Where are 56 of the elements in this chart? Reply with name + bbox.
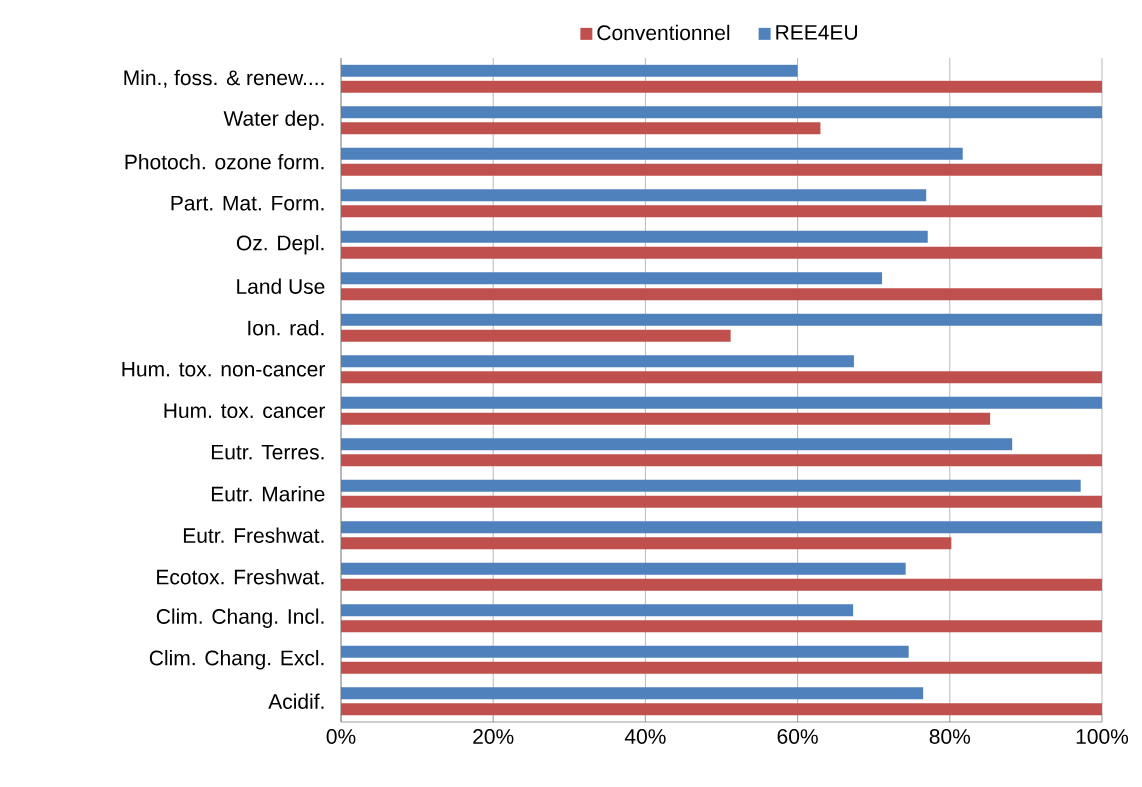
bar	[341, 687, 924, 700]
x-tick-label: 40%	[624, 729, 666, 744]
bar	[341, 703, 1102, 716]
y-tick-label: Clim. Chang. Incl.	[156, 608, 324, 629]
y-tick-label: Ecotox. Freshwat.	[157, 569, 324, 585]
bar	[341, 189, 927, 202]
x-tick-label: 20%	[473, 729, 514, 744]
bar	[341, 64, 798, 77]
bar	[341, 537, 952, 550]
bar	[341, 479, 1081, 492]
y-tick-label: Oz. Depl.	[236, 234, 324, 255]
bar	[341, 272, 883, 285]
bar	[341, 438, 1013, 451]
bar	[341, 371, 1102, 384]
bar	[341, 578, 1102, 591]
y-tick-label: Hum. tox. non-cancer	[122, 361, 326, 377]
bar	[341, 412, 991, 425]
bar	[341, 288, 1102, 301]
y-tick-label: Eutr. Freshwat.	[183, 527, 324, 543]
y-tick-label: Part. Mat. Form.	[171, 195, 324, 211]
bar	[341, 661, 1102, 674]
y-tick-label: Ion. rad.	[248, 320, 324, 336]
bar	[341, 80, 1102, 93]
bar	[341, 521, 1102, 534]
x-tick-label: 60%	[777, 729, 818, 744]
y-tick-label: Photoch. ozone form.	[125, 154, 324, 170]
bar	[341, 205, 1102, 218]
bar	[341, 396, 1102, 409]
y-tick-label: Acidif.	[268, 693, 324, 709]
y-tick-label: Clim. Chang. Excl.	[149, 649, 324, 670]
bar	[341, 495, 1102, 508]
bar	[341, 230, 928, 243]
x-tick-label: 80%	[929, 729, 971, 744]
bar	[341, 604, 854, 617]
x-tick-label: 0%	[326, 729, 356, 744]
bar	[341, 147, 963, 160]
bar	[341, 106, 1102, 119]
bar	[341, 246, 1102, 259]
bar	[341, 313, 1102, 326]
y-tick-label: Hum. tox. cancer	[164, 403, 326, 419]
legend-label: Conventionnel	[597, 24, 730, 41]
x-tick-label: 100%	[1076, 729, 1129, 744]
y-tick-label: Eutr. Marine	[211, 486, 325, 502]
bar	[341, 329, 731, 342]
bar	[341, 562, 906, 575]
bar	[341, 355, 854, 368]
y-tick-label: Water dep.	[223, 110, 324, 131]
y-tick-label: Land Use	[237, 278, 325, 294]
bar	[341, 645, 909, 658]
y-tick-label: Eutr. Terres.	[211, 444, 324, 460]
y-tick-label: Min., foss. & renew....	[124, 69, 324, 88]
bar	[341, 620, 1102, 633]
bar	[341, 122, 821, 135]
bar	[341, 163, 1102, 176]
bar	[341, 454, 1102, 467]
legend-label: REE4EU	[776, 25, 858, 40]
